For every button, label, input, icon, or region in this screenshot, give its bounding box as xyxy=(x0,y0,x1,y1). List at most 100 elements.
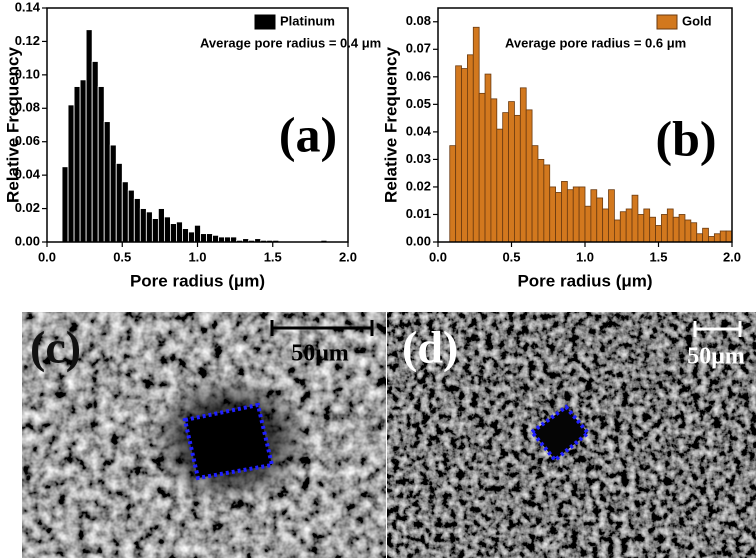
annotation: Average pore radius = 0.6 μm xyxy=(505,35,686,50)
histogram-bar xyxy=(508,101,515,243)
y-axis-label: Relative Frequency xyxy=(3,47,22,203)
histogram-bar xyxy=(97,86,105,243)
histogram-bar xyxy=(103,121,111,243)
histogram-bar xyxy=(572,186,580,243)
y-tick-label: 0.12 xyxy=(15,33,40,48)
histogram-bar xyxy=(608,189,615,243)
y-tick-label: 0.02 xyxy=(15,200,40,215)
histogram-bar xyxy=(121,181,129,243)
hole-outline xyxy=(529,404,591,463)
x-axis-label: Pore radius (μm) xyxy=(517,271,652,290)
y-tick-label: 0.06 xyxy=(15,133,40,148)
histogram-bar xyxy=(561,181,568,243)
histogram-bar xyxy=(91,61,99,243)
histogram-bar xyxy=(625,208,633,243)
histogram-bar xyxy=(690,222,698,243)
histogram-bar xyxy=(637,214,645,243)
histogram-bar xyxy=(449,145,457,243)
histogram-bar xyxy=(157,208,165,243)
legend-label: Platinum xyxy=(280,13,335,28)
histogram-bar xyxy=(188,231,195,243)
histogram-bar xyxy=(555,192,562,243)
scale-label: 50μm xyxy=(687,344,745,370)
y-tick-label: 0.05 xyxy=(406,96,431,111)
histogram-bar xyxy=(537,159,545,243)
sem-image-d: 50μm (d) xyxy=(387,312,756,558)
histogram-bar xyxy=(484,73,492,243)
histogram-bar xyxy=(708,236,715,243)
histogram-bar xyxy=(531,145,539,243)
histogram-bar xyxy=(455,65,462,243)
histogram-bar xyxy=(643,208,651,243)
histogram-bar xyxy=(206,233,213,243)
panel-label: (c) xyxy=(30,322,81,373)
histogram-bar xyxy=(163,216,171,243)
histogram-bar xyxy=(194,224,201,243)
histogram-bar xyxy=(631,194,639,243)
histogram-bar xyxy=(590,189,598,243)
histogram-bar xyxy=(549,186,556,243)
sem-image-c: 50μm (c) xyxy=(22,312,386,558)
panel-label: (a) xyxy=(279,106,337,162)
y-tick-label: 0.04 xyxy=(406,123,432,138)
histogram-bar xyxy=(145,211,153,243)
y-axis-label: Relative Frequency xyxy=(381,47,400,203)
scale-label: 50μm xyxy=(291,341,349,367)
histogram-bar xyxy=(584,205,592,243)
hole-outline xyxy=(182,402,275,481)
x-tick-label: 0.5 xyxy=(113,249,131,264)
histogram-bar xyxy=(133,198,141,243)
histogram-bar xyxy=(139,208,147,243)
annotation: Average pore radius = 0.4 μm xyxy=(200,35,381,50)
histogram-bar xyxy=(543,164,551,243)
histogram-bar xyxy=(596,197,604,243)
histogram-bar xyxy=(170,223,177,243)
histogram-bar xyxy=(666,208,674,243)
x-tick-label: 2.0 xyxy=(723,249,741,264)
y-tick-label: 0.02 xyxy=(406,178,431,193)
histogram-bar xyxy=(713,233,721,243)
histogram-bar xyxy=(490,98,498,243)
histogram-bar xyxy=(672,216,680,243)
histogram-bar xyxy=(678,214,686,243)
histogram-bar xyxy=(514,114,521,243)
histogram-bar xyxy=(127,189,135,243)
x-tick-label: 0.0 xyxy=(429,249,447,264)
legend-swatch xyxy=(656,14,678,30)
y-tick-label: 0.10 xyxy=(15,66,40,81)
y-tick-label: 0.07 xyxy=(406,41,431,56)
histogram-bar xyxy=(702,227,709,243)
histogram-bar xyxy=(151,218,159,243)
x-tick-label: 1.5 xyxy=(649,249,667,264)
y-tick-label: 0.08 xyxy=(15,100,40,115)
histogram-bar xyxy=(684,219,692,243)
histogram-bar xyxy=(230,236,238,243)
histogram-bar xyxy=(224,236,232,243)
panel-label: (b) xyxy=(655,110,716,166)
histogram-bar xyxy=(566,189,574,243)
histogram-bar xyxy=(478,92,486,243)
histogram-bar xyxy=(466,54,474,243)
histogram-bar xyxy=(200,233,207,243)
y-tick-label: 0.00 xyxy=(15,233,40,248)
y-tick-label: 0.04 xyxy=(15,167,41,182)
histogram-bar xyxy=(176,221,183,243)
histogram-bar xyxy=(472,26,480,243)
histogram-bar xyxy=(496,128,504,243)
histogram-bar xyxy=(719,230,727,243)
x-tick-label: 1.5 xyxy=(264,249,282,264)
histogram-bar xyxy=(619,211,627,243)
histogram-bar xyxy=(696,233,703,243)
histogram-bar xyxy=(602,208,609,243)
x-tick-label: 0.5 xyxy=(502,249,520,264)
histogram-bar xyxy=(525,109,533,243)
x-tick-label: 1.0 xyxy=(188,249,206,264)
histogram-bar xyxy=(655,225,662,243)
legend-swatch xyxy=(254,14,276,30)
x-tick-label: 2.0 xyxy=(339,249,357,264)
histogram-bar xyxy=(519,87,527,243)
y-tick-label: 0.03 xyxy=(406,151,431,166)
histogram-bar xyxy=(67,104,75,243)
histogram-bar xyxy=(73,86,81,243)
